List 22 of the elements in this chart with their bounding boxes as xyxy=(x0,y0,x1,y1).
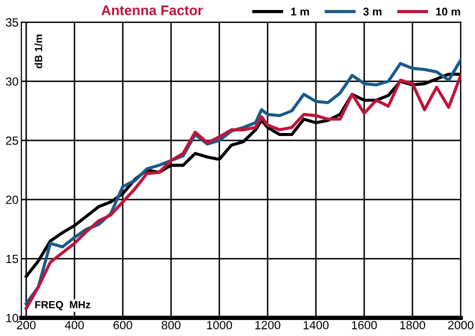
x-tick-label: 200 xyxy=(16,320,36,330)
x-tick-label: 1200 xyxy=(255,320,280,330)
legend-label: 1 m xyxy=(291,8,309,16)
x-tick-label: 1800 xyxy=(400,320,426,330)
x-tick-label: 1400 xyxy=(304,320,329,330)
y-tick-label: 25 xyxy=(6,136,18,145)
x-tick-label: 400 xyxy=(64,320,84,330)
y-axis-title: dB 1/m xyxy=(34,34,42,68)
y-tick-label: 35 xyxy=(6,18,18,27)
y-tick-label: 30 xyxy=(6,77,18,86)
chart-title: Antenna Factor xyxy=(101,6,203,16)
x-tick-label: 800 xyxy=(162,320,180,330)
y-tick-label: 20 xyxy=(6,196,18,204)
x-tick-label: 1600 xyxy=(352,320,377,330)
y-tick-label: 15 xyxy=(6,254,18,264)
y-tick-label: 10 xyxy=(6,314,18,322)
x-tick-label: 1000 xyxy=(207,320,232,330)
x-axis-title: FREQ MHz xyxy=(35,301,90,310)
legend-label: 10 m xyxy=(436,8,460,16)
x-tick-label: 600 xyxy=(114,320,132,330)
x-tick-label: 2000 xyxy=(448,320,474,330)
legend-label: 3 m xyxy=(363,8,382,16)
